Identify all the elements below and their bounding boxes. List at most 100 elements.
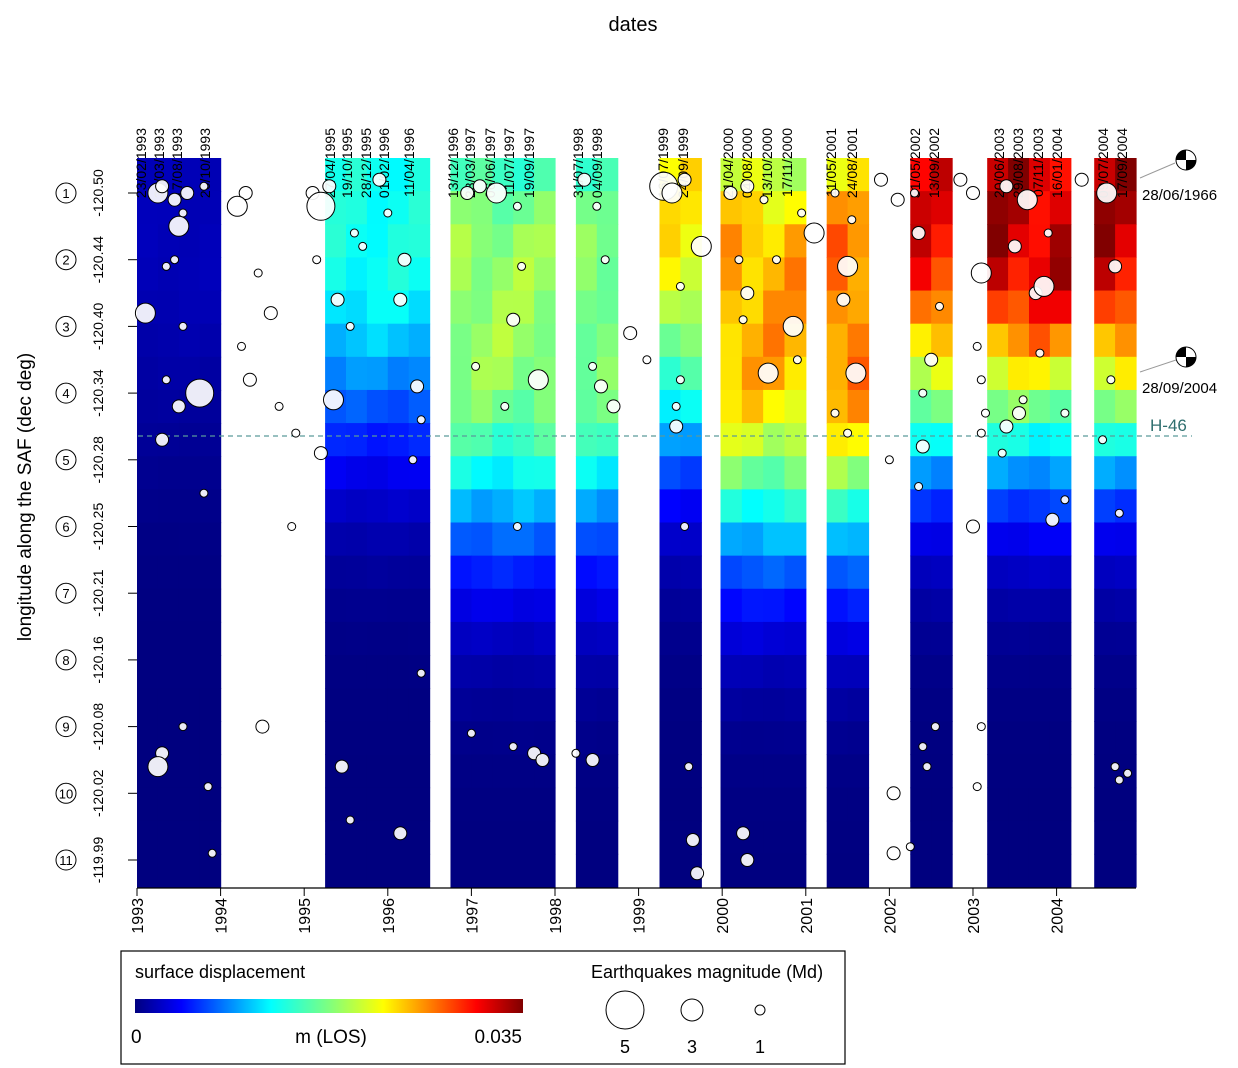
heatmap-cell — [450, 688, 472, 722]
heatmap-cell — [137, 820, 159, 855]
heatmap-cell — [720, 389, 743, 424]
heatmap-cell — [534, 555, 556, 590]
legend: surface displacement 0 m (LOS) 0.035 Ear… — [120, 950, 846, 1065]
earthquake — [736, 826, 751, 841]
earthquake — [134, 302, 156, 324]
heatmap-cell — [408, 820, 431, 855]
heatmap-cell — [513, 787, 535, 822]
heatmap-cell — [596, 257, 619, 292]
heatmap-cell — [534, 158, 556, 192]
heatmap-cell — [1049, 356, 1072, 391]
heatmap-cell — [346, 290, 368, 325]
heatmap-cell — [720, 655, 743, 689]
heatmap-cell — [910, 257, 932, 292]
earthquake — [393, 826, 408, 841]
heatmap-cell — [763, 754, 786, 789]
heatmap-cell — [596, 820, 619, 855]
heatmap-cell — [1049, 522, 1072, 557]
earthquake — [167, 192, 182, 207]
heatmap-cell — [784, 158, 807, 192]
heatmap-cell — [596, 456, 619, 490]
heatmap-cell — [596, 323, 619, 358]
heatmap-cell — [659, 853, 681, 888]
heatmap-cell — [492, 224, 514, 259]
heatmap-cell — [1008, 323, 1030, 358]
heatmap-cell — [450, 356, 472, 391]
heatmap-cell — [1094, 588, 1116, 623]
heatmap-cell — [471, 356, 493, 391]
earthquake — [970, 262, 992, 284]
earthquake — [830, 408, 840, 418]
heatmap-cell — [346, 356, 368, 391]
earthquake — [274, 401, 284, 411]
heatmap-cell — [492, 853, 514, 888]
site-longitude: -120.16 — [90, 636, 106, 684]
heatmap-cell — [680, 191, 702, 225]
heatmap-cell — [492, 688, 514, 722]
heatmap-cell — [931, 655, 953, 689]
heatmap-cell — [720, 853, 743, 888]
heatmap-cell — [178, 323, 201, 358]
heatmap-cell — [471, 820, 493, 855]
heatmap-cell — [513, 456, 535, 490]
earthquake — [606, 399, 621, 414]
heatmap-cell — [826, 621, 849, 656]
heatmap-cell — [325, 522, 347, 557]
heatmap-cell — [534, 423, 556, 457]
earthquake — [911, 226, 926, 240]
year-label: 1994 — [214, 898, 231, 934]
date-label: 11/05/2001 — [823, 128, 839, 197]
heatmap-cell — [178, 257, 201, 292]
earthquake — [178, 321, 188, 331]
site-marker — [55, 716, 77, 738]
earthquake — [349, 228, 359, 238]
heatmap-cell — [325, 588, 347, 623]
heatmap-cell — [596, 224, 619, 259]
heatmap-cell — [910, 290, 932, 325]
date-label: 13/10/2000 — [759, 128, 775, 198]
date-label: 11/07/1997 — [501, 128, 517, 197]
heatmap-cell — [680, 621, 702, 656]
heatmap-cell — [784, 688, 807, 722]
heatmap-cell — [659, 820, 681, 855]
site-longitude: -120.28 — [90, 436, 106, 484]
heatmap-cell — [987, 853, 1009, 888]
heatmap-cell — [408, 522, 431, 557]
heatmap-cell — [346, 555, 368, 590]
earthquake — [585, 753, 600, 767]
heatmap-cell — [575, 555, 598, 590]
heatmap-cell — [1094, 555, 1116, 590]
earthquake — [168, 215, 190, 237]
heatmap-cell — [763, 257, 786, 292]
heatmap-cell — [408, 688, 431, 722]
heatmap-cell — [910, 688, 932, 722]
heatmap-cell — [471, 191, 493, 225]
heatmap-cell — [366, 257, 389, 292]
earthquake — [178, 208, 188, 218]
heatmap-cell — [931, 754, 953, 789]
heatmap-cell — [137, 588, 159, 623]
heatmap-cell — [408, 224, 431, 259]
earthquake — [226, 195, 248, 217]
earthquake — [1033, 275, 1055, 297]
site-marker — [55, 449, 77, 471]
earthquake — [723, 186, 738, 200]
heatmap-cell — [931, 588, 953, 623]
site-marker — [55, 382, 77, 404]
heatmap-cell — [931, 787, 953, 822]
heatmap-cell — [366, 820, 389, 855]
heatmap-cell — [387, 787, 410, 822]
heatmap-cell — [680, 555, 702, 590]
heatmap-cell — [987, 323, 1009, 358]
heatmap-cell — [1049, 423, 1072, 457]
heatmap-cell — [784, 290, 807, 325]
heatmap-cell — [325, 853, 347, 888]
heatmap-cell — [534, 389, 556, 424]
heatmap-cell — [575, 655, 598, 689]
site-number: 9 — [62, 720, 69, 735]
heatmap-cell — [826, 820, 849, 855]
heatmap-cell — [492, 754, 514, 789]
heatmap-cell — [408, 191, 431, 225]
heatmap-cell — [741, 489, 764, 524]
heatmap-cell — [387, 588, 410, 623]
